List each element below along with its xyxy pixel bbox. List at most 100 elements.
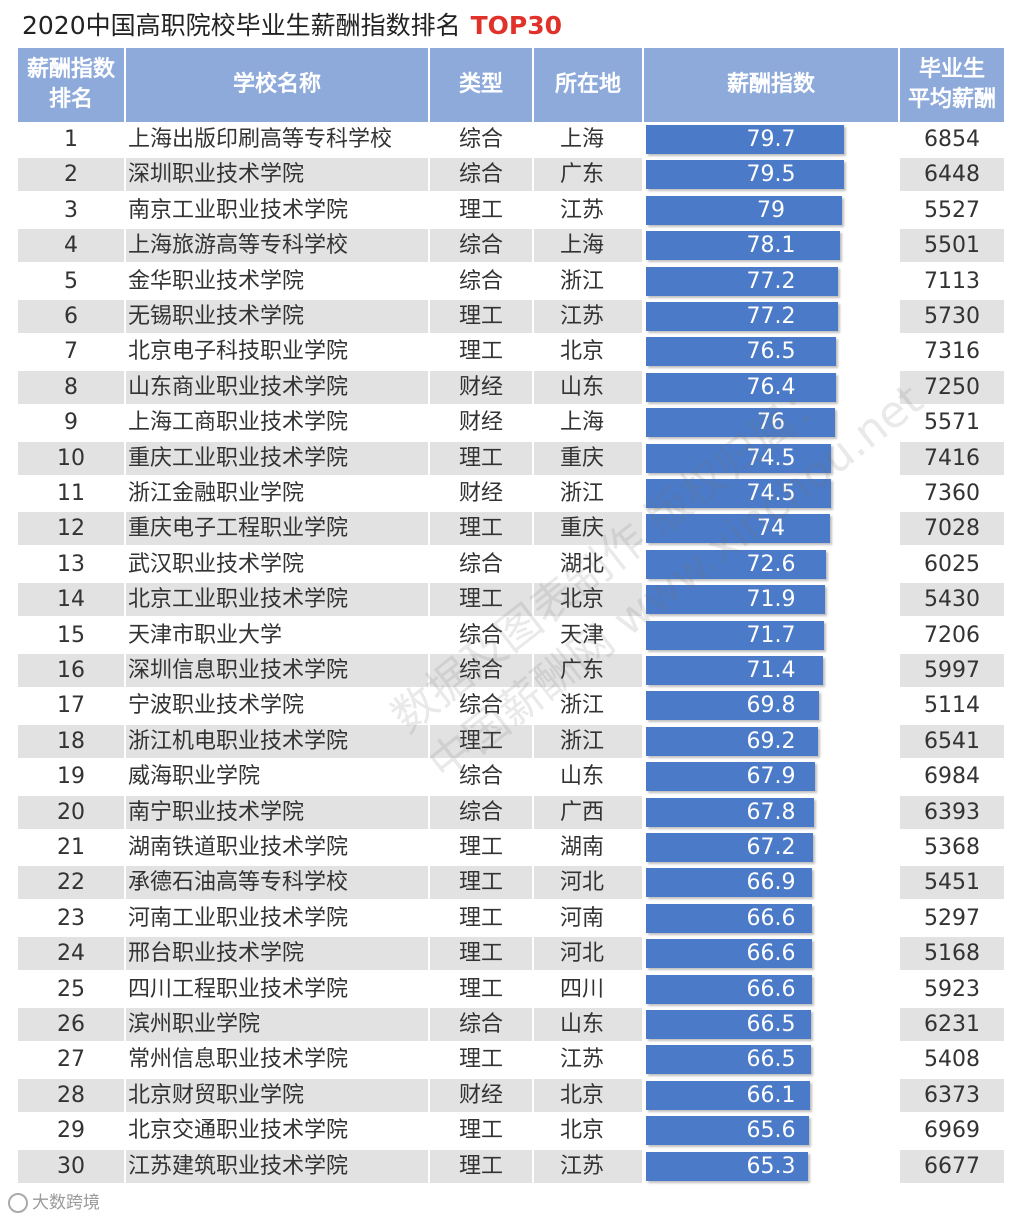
rank-cell: 11 bbox=[57, 481, 85, 506]
avg-salary-cell: 5430 bbox=[924, 587, 980, 613]
salary-index-value: 71.4 bbox=[746, 658, 796, 683]
row-background bbox=[900, 937, 1004, 971]
location-cell: 浙江 bbox=[559, 693, 604, 719]
salary-index-value: 66.6 bbox=[746, 905, 796, 931]
avg-salary-cell: 5501 bbox=[924, 233, 980, 259]
title-text: 2020中国高职院校毕业生薪酬指数排名 bbox=[22, 11, 461, 40]
type-cell: 理工 bbox=[458, 1153, 503, 1179]
row-background bbox=[430, 583, 532, 617]
salary-index-value: 77.2 bbox=[746, 268, 796, 294]
row-background bbox=[126, 866, 428, 900]
rank-cell: 27 bbox=[57, 1047, 85, 1073]
avg-salary-cell: 7113 bbox=[924, 268, 980, 294]
salary-index-bar bbox=[646, 479, 832, 508]
table-row: 1 上海出版印刷高等专科学校 综合 上海 79.7 6854 bbox=[18, 123, 1004, 156]
row-background bbox=[126, 300, 428, 333]
salary-index-value: 79.7 bbox=[746, 127, 796, 152]
avg-salary-cell: 5297 bbox=[924, 905, 980, 931]
row-background bbox=[18, 158, 124, 192]
salary-index-bar bbox=[646, 691, 820, 721]
row-background bbox=[430, 1149, 532, 1183]
table-row: 20 南宁职业技术学院 综合 广西 67.8 6393 bbox=[18, 795, 1004, 829]
type-cell: 综合 bbox=[458, 233, 503, 259]
school-name-cell: 湖南铁道职业技术学院 bbox=[128, 835, 349, 860]
header-salary-index: 薪酬指数 bbox=[644, 48, 898, 122]
row-background bbox=[430, 1078, 532, 1112]
avg-salary-cell: 7028 bbox=[924, 516, 980, 542]
salary-index-bar bbox=[646, 443, 832, 473]
salary-index-bar bbox=[646, 514, 830, 544]
school-name-cell: 宁波职业技术学院 bbox=[128, 693, 305, 719]
avg-salary-cell: 5451 bbox=[924, 870, 980, 896]
header-rank: 薪酬指数 排名 bbox=[18, 48, 124, 122]
school-name-cell: 南宁职业技术学院 bbox=[128, 799, 305, 825]
row-background bbox=[430, 1008, 532, 1041]
school-name-cell: 承德石油高等专科学校 bbox=[128, 870, 349, 896]
row-background bbox=[430, 937, 532, 971]
rank-cell: 23 bbox=[57, 905, 85, 931]
row-background bbox=[900, 866, 1004, 900]
rank-cell: 16 bbox=[57, 658, 85, 683]
type-cell: 财经 bbox=[458, 481, 503, 506]
rank-cell: 21 bbox=[57, 835, 85, 860]
avg-salary-cell: 6231 bbox=[924, 1012, 980, 1037]
salary-index-bar bbox=[646, 302, 838, 331]
table-row: 23 河南工业职业技术学院 理工 河南 66.6 5297 bbox=[18, 902, 1004, 935]
school-name-cell: 浙江金融职业学院 bbox=[128, 481, 305, 506]
type-cell: 理工 bbox=[458, 304, 503, 329]
row-background bbox=[126, 512, 428, 546]
avg-salary-cell: 5527 bbox=[924, 197, 980, 223]
school-name-cell: 天津市职业大学 bbox=[128, 622, 283, 648]
row-background bbox=[534, 1149, 642, 1183]
rank-cell: 18 bbox=[57, 728, 85, 754]
location-cell: 浙江 bbox=[559, 728, 604, 754]
row-background bbox=[900, 724, 1004, 758]
row-background bbox=[430, 654, 532, 687]
row-background bbox=[126, 370, 428, 404]
type-cell: 理工 bbox=[458, 339, 503, 365]
type-cell: 理工 bbox=[458, 516, 503, 542]
avg-salary-cell: 7250 bbox=[924, 374, 980, 400]
row-background bbox=[534, 724, 642, 758]
type-cell: 综合 bbox=[458, 693, 503, 719]
table-row: 6 无锡职业技术学院 理工 江苏 77.2 5730 bbox=[18, 300, 1004, 333]
table-header: 薪酬指数 排名 学校名称 类型 所在地 薪酬指数 毕业生 平均薪酬 bbox=[18, 48, 1004, 122]
salary-index-bar bbox=[646, 549, 827, 579]
row-background bbox=[18, 724, 124, 758]
table-row: 8 山东商业职业技术学院 财经 山东 76.4 7250 bbox=[18, 370, 1004, 404]
rank-cell: 25 bbox=[57, 976, 85, 1002]
table-row: 5 金华职业技术学院 综合 浙江 77.2 7113 bbox=[18, 265, 1004, 298]
type-cell: 理工 bbox=[458, 587, 503, 613]
salary-index-bar bbox=[646, 797, 815, 827]
school-name-cell: 邢台职业技术学院 bbox=[128, 941, 305, 967]
row-background bbox=[900, 229, 1004, 263]
rank-cell: 20 bbox=[57, 799, 85, 825]
salary-index-bar bbox=[646, 195, 843, 225]
rank-cell: 22 bbox=[57, 870, 85, 896]
type-cell: 理工 bbox=[458, 728, 503, 754]
row-background bbox=[18, 370, 124, 404]
salary-index-value: 69.8 bbox=[746, 693, 796, 719]
salary-index-bar bbox=[646, 125, 844, 154]
rank-cell: 1 bbox=[64, 127, 78, 152]
salary-index-bar bbox=[646, 372, 836, 402]
location-cell: 重庆 bbox=[559, 445, 604, 471]
school-name-cell: 深圳信息职业技术学院 bbox=[128, 658, 349, 683]
rank-cell: 30 bbox=[57, 1153, 85, 1179]
avg-salary-cell: 6393 bbox=[924, 799, 980, 825]
row-background bbox=[900, 1078, 1004, 1112]
row-background bbox=[430, 229, 532, 263]
salary-index-value: 65.3 bbox=[746, 1153, 796, 1179]
avg-salary-cell: 6677 bbox=[924, 1153, 980, 1179]
salary-index-value: 66.5 bbox=[746, 1047, 796, 1073]
school-name-cell: 深圳职业技术学院 bbox=[128, 162, 305, 188]
location-cell: 广东 bbox=[559, 658, 604, 683]
salary-index-value: 71.7 bbox=[746, 622, 796, 648]
row-background bbox=[18, 1078, 124, 1112]
school-name-cell: 上海出版印刷高等专科学校 bbox=[128, 127, 393, 152]
salary-index-bar bbox=[646, 939, 812, 969]
type-cell: 理工 bbox=[458, 197, 503, 223]
rank-cell: 9 bbox=[64, 410, 78, 436]
row-background bbox=[430, 300, 532, 333]
avg-salary-cell: 7416 bbox=[924, 445, 980, 471]
